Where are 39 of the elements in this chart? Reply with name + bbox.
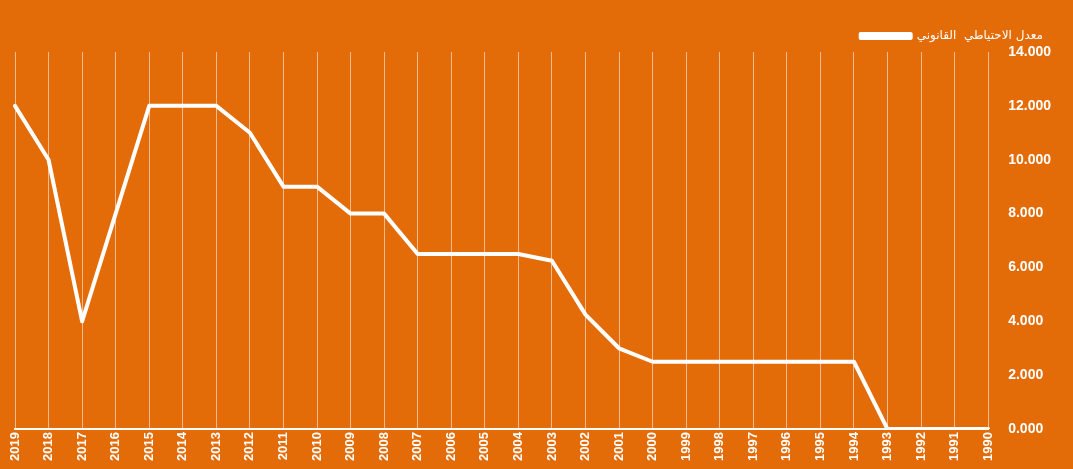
x-tick-label: 2017 [73,432,89,461]
x-tick-label: 2006 [442,432,458,461]
y-tick-label: 4.000 [1008,312,1044,329]
y-tick-label: 14.000 [1008,42,1052,59]
x-tick-label: 2004 [509,431,525,461]
x-tick-label: 2011 [275,432,291,461]
y-tick-label: 12.000 [1008,96,1052,113]
x-tick-label: 2001 [610,432,626,461]
x-tick-label: 2003 [543,432,559,461]
x-tick-label: 2000 [644,432,660,461]
y-tick-label: 0.000 [1008,419,1044,436]
x-tick-label: 1998 [711,432,727,461]
x-tick-label: 2002 [577,432,593,461]
x-tick-label: 2008 [375,432,391,461]
x-tick-label: 2009 [342,432,358,461]
x-tick-label: 2007 [409,432,425,461]
x-tick-label: 1994 [845,431,861,461]
x-tick-label: 2013 [207,432,223,461]
y-tick-label: 8.000 [1008,204,1044,221]
x-tick-label: 2018 [40,432,56,461]
x-tick-label: 1992 [912,432,928,461]
x-tick-label: 2015 [140,432,156,461]
x-tick-label: 2019 [6,432,22,461]
y-tick-label: 10.000 [1008,150,1052,167]
y-tick-label: 2.000 [1008,366,1044,383]
x-tick-label: 1991 [946,432,962,461]
x-tick-label: 1997 [744,432,760,461]
legend-label: معدل الاحتياطي القانوني [916,28,1044,44]
x-tick-label: 1990 [979,432,995,461]
x-tick-label: 2016 [107,432,123,461]
x-tick-label: 2012 [241,432,257,461]
x-tick-label: 1996 [778,432,794,461]
x-tick-label: 2010 [308,432,324,461]
y-tick-label: 6.000 [1008,258,1044,275]
x-tick-label: 1999 [677,432,693,461]
x-tick-label: 2014 [174,431,190,461]
x-tick-label: 2005 [476,432,492,461]
x-tick-label: 1993 [879,432,895,461]
x-tick-label: 1995 [811,432,827,461]
